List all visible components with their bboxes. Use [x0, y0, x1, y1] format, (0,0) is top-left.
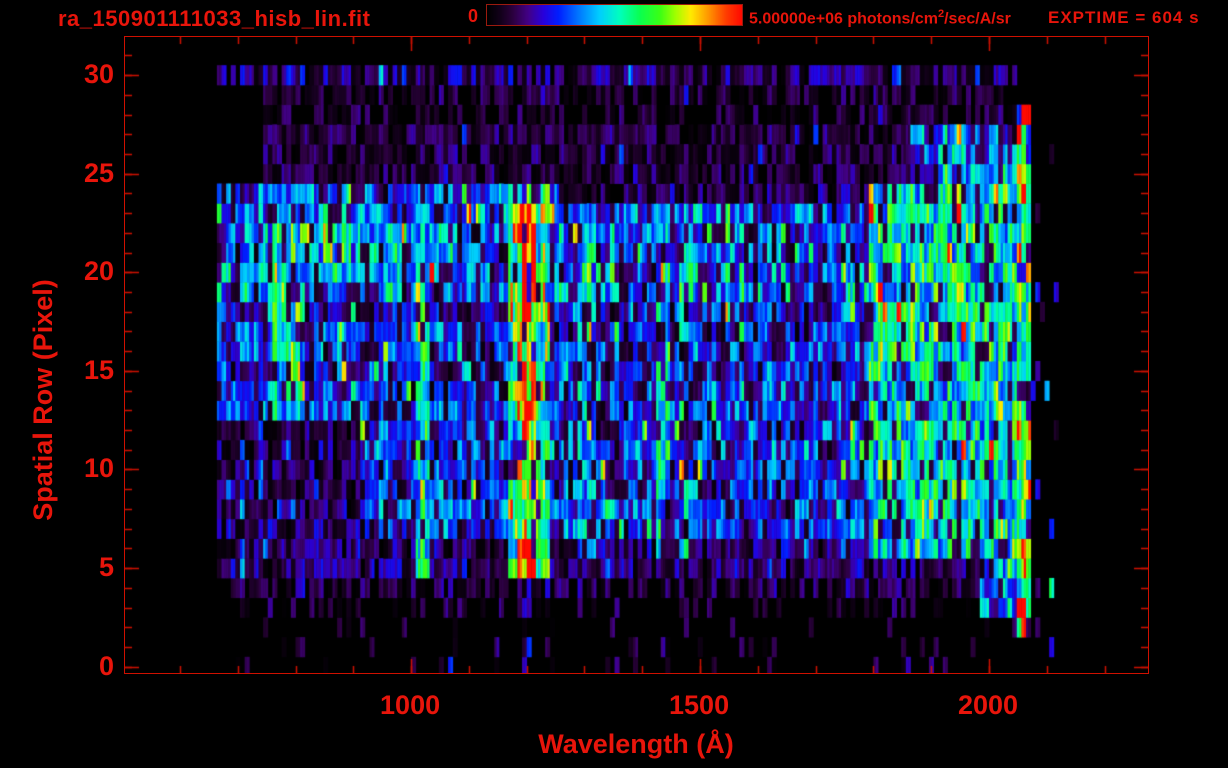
colorbar-units-suffix: /sec/A/sr	[944, 10, 1011, 28]
colorbar-max-label: 5.00000e+06 photons/cm2/sec/A/sr	[749, 8, 1011, 28]
y-tick-label: 15	[83, 354, 114, 385]
y-tick-label: 0	[98, 650, 114, 681]
file-title: ra_150901111033_hisb_lin.fit	[58, 6, 371, 31]
colorbar-units-superscript: 2	[937, 8, 945, 20]
colorbar-min-label: 0	[467, 6, 478, 26]
x-tick-label: 1000	[380, 690, 441, 720]
colorbar-max-value: 5.00000e+06 photons/cm	[749, 10, 938, 28]
y-tick-label: 10	[83, 453, 114, 484]
y-tick-label: 20	[83, 256, 114, 287]
y-tick-label: 25	[83, 157, 114, 188]
x-tick-label: 1500	[669, 690, 730, 720]
axis-tick-marks	[125, 37, 1148, 673]
plot-frame	[124, 36, 1149, 674]
exptime-label: EXPTIME = 604 s	[1048, 8, 1200, 27]
colorbar-gradient	[486, 4, 743, 26]
y-tick-label: 30	[83, 59, 114, 90]
x-axis-title: Wavelength (Å)	[538, 729, 734, 759]
y-tick-label: 5	[98, 552, 114, 583]
x-tick-label: 2000	[958, 690, 1019, 720]
y-axis-title: Spatial Row (Pixel)	[28, 279, 58, 521]
